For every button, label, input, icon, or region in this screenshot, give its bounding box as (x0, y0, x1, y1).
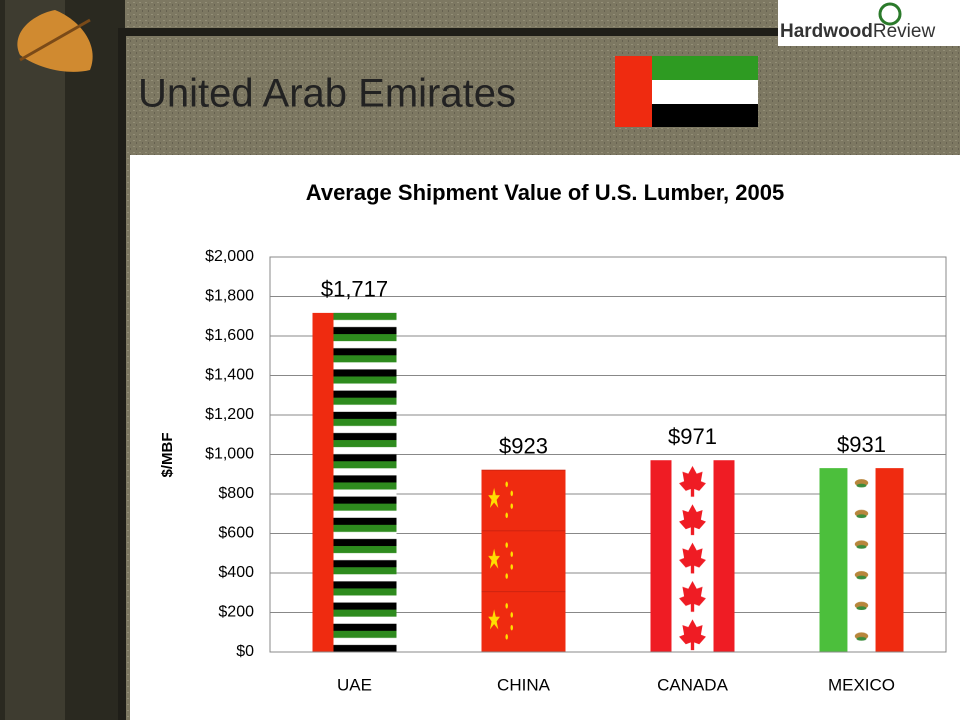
value-label: $1,717 (321, 277, 388, 302)
y-tick-label: $1,000 (205, 446, 254, 463)
bar (312, 312, 397, 652)
plot: $0 $200 $400 $600 $800 $1,000 $1,200 $1,400 $1,6… (205, 248, 946, 694)
y-tick-label: $1,600 (205, 327, 254, 344)
logo-first: Hardwood (780, 21, 873, 42)
uae-flag (615, 56, 758, 127)
side-bar (118, 28, 126, 720)
value-label: $971 (668, 424, 717, 449)
bar (481, 469, 566, 652)
top-bar (118, 28, 778, 36)
y-tick-label: $400 (218, 564, 254, 581)
left-stripe (5, 0, 65, 720)
value-label: $931 (837, 432, 886, 457)
chart-title: Average Shipment Value of U.S. Lumber, 2… (306, 180, 784, 205)
bar (819, 468, 904, 652)
y-tick-label: $800 (218, 485, 254, 502)
y-axis-label: $/MBF (159, 433, 176, 478)
y-tick-label: $2,000 (205, 248, 254, 265)
value-label: $923 (499, 434, 548, 459)
x-tick-label: CANADA (657, 675, 729, 694)
x-tick-label: CHINA (497, 675, 551, 694)
logo-box (778, 0, 960, 46)
plot-border (269, 256, 947, 653)
logo-second: Review (873, 21, 936, 42)
y-tick-label: $600 (218, 525, 254, 542)
y-tick-label: $1,200 (205, 406, 254, 423)
y-tick-label: $1,800 (205, 288, 254, 305)
y-tick-label: $1,400 (205, 367, 254, 384)
x-tick-label: MEXICO (828, 675, 895, 694)
logo: HardwoodReview (780, 21, 935, 42)
leaf (17, 10, 93, 72)
y-tick-label: $200 (218, 604, 254, 621)
bar (650, 460, 735, 652)
slide-title: United Arab Emirates (138, 72, 516, 116)
y-tick-label: $0 (236, 643, 254, 660)
x-tick-label: UAE (337, 675, 372, 694)
logo-icon (878, 2, 902, 26)
